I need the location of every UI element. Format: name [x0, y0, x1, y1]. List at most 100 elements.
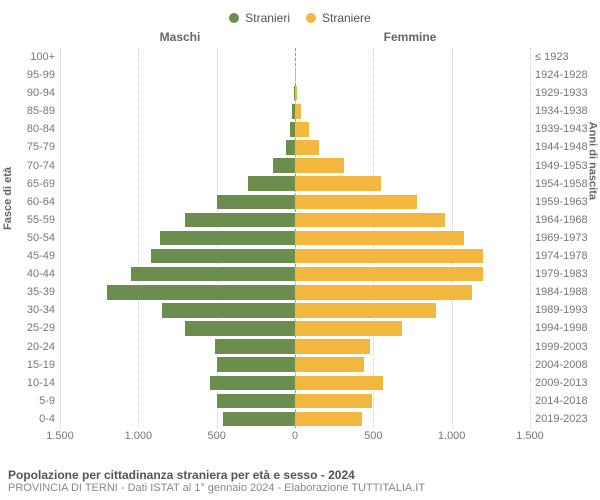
pyramid-row: 55-591964-1968	[60, 211, 530, 229]
pyramid-row: 10-142009-2013	[60, 374, 530, 392]
birth-year-label: 1989-1993	[535, 301, 600, 319]
birth-year-label: 1964-1968	[535, 211, 600, 229]
pyramid-row: 35-391984-1988	[60, 283, 530, 301]
male-bar	[210, 376, 295, 390]
male-bar	[273, 158, 295, 172]
male-bar	[185, 213, 295, 227]
age-label: 85-89	[5, 102, 55, 120]
caption-subtitle: PROVINCIA DI TERNI - Dati ISTAT al 1° ge…	[8, 482, 592, 494]
grid-line	[530, 48, 531, 428]
age-label: 95-99	[5, 66, 55, 84]
male-bar	[217, 394, 295, 408]
male-bar	[217, 195, 295, 209]
pyramid-row: 100+≤ 1923	[60, 48, 530, 66]
age-label: 25-29	[5, 319, 55, 337]
birth-year-label: 1959-1963	[535, 193, 600, 211]
x-tick-label: 1.000	[125, 430, 153, 442]
birth-year-label: 1944-1948	[535, 138, 600, 156]
female-bar	[295, 394, 372, 408]
age-label: 80-84	[5, 120, 55, 138]
birth-year-label: 2014-2018	[535, 392, 600, 410]
pyramid-row: 30-341989-1993	[60, 301, 530, 319]
male-bar	[160, 231, 295, 245]
female-bar	[295, 285, 472, 299]
chart-caption: Popolazione per cittadinanza straniera p…	[8, 468, 592, 494]
age-label: 90-94	[5, 84, 55, 102]
caption-title: Popolazione per cittadinanza straniera p…	[8, 468, 592, 482]
female-bar	[295, 176, 381, 190]
pyramid-row: 90-941929-1933	[60, 84, 530, 102]
female-bar	[295, 104, 301, 118]
pyramid-row: 80-841939-1943	[60, 120, 530, 138]
age-label: 30-34	[5, 301, 55, 319]
legend-item-male: Stranieri	[229, 11, 290, 25]
pyramid-row: 95-991924-1928	[60, 66, 530, 84]
x-axis: 1.5001.00050005001.0001.500	[60, 430, 530, 450]
female-bar	[295, 122, 309, 136]
age-label: 5-9	[5, 392, 55, 410]
female-bar	[295, 140, 319, 154]
birth-year-label: 1929-1933	[535, 84, 600, 102]
age-label: 55-59	[5, 211, 55, 229]
birth-year-label: 1974-1978	[535, 247, 600, 265]
female-bar	[295, 376, 383, 390]
pyramid-row: 70-741949-1953	[60, 157, 530, 175]
pyramid-row: 65-691954-1958	[60, 175, 530, 193]
birth-year-label: 1999-2003	[535, 338, 600, 356]
legend-female-label: Straniere	[322, 11, 371, 25]
female-bar	[295, 339, 370, 353]
female-bar	[295, 231, 464, 245]
x-tick-label: 500	[364, 430, 382, 442]
birth-year-label: 1924-1928	[535, 66, 600, 84]
population-pyramid-chart: Stranieri Straniere Maschi Femmine Fasce…	[0, 0, 600, 500]
age-label: 0-4	[5, 410, 55, 428]
birth-year-label: 1969-1973	[535, 229, 600, 247]
female-bar	[295, 267, 483, 281]
male-swatch-icon	[229, 13, 239, 23]
birth-year-label: 1994-1998	[535, 319, 600, 337]
pyramid-row: 40-441979-1983	[60, 265, 530, 283]
legend: Stranieri Straniere	[0, 0, 600, 30]
birth-year-label: 2004-2008	[535, 356, 600, 374]
female-bar	[295, 412, 362, 426]
male-header: Maschi	[100, 30, 260, 44]
pyramid-row: 75-791944-1948	[60, 138, 530, 156]
female-bar	[295, 303, 436, 317]
female-bar	[295, 321, 402, 335]
female-bar	[295, 158, 344, 172]
birth-year-label: 1984-1988	[535, 283, 600, 301]
birth-year-label: 1949-1953	[535, 157, 600, 175]
legend-item-female: Straniere	[306, 11, 371, 25]
x-tick-label: 1.000	[438, 430, 466, 442]
age-label: 60-64	[5, 193, 55, 211]
column-headers: Maschi Femmine	[0, 30, 600, 48]
birth-year-label: 2019-2023	[535, 410, 600, 428]
female-bar	[295, 195, 417, 209]
pyramid-row: 85-891934-1938	[60, 102, 530, 120]
x-tick-label: 0	[292, 430, 298, 442]
pyramid-row: 5-92014-2018	[60, 392, 530, 410]
male-bar	[217, 357, 295, 371]
female-bar	[295, 86, 297, 100]
birth-year-label: ≤ 1923	[535, 48, 600, 66]
male-bar	[162, 303, 295, 317]
male-bar	[107, 285, 295, 299]
female-bar	[295, 249, 483, 263]
age-label: 50-54	[5, 229, 55, 247]
pyramid-row: 25-291994-1998	[60, 319, 530, 337]
male-bar	[185, 321, 295, 335]
female-bar	[295, 213, 445, 227]
x-tick-label: 1.500	[46, 430, 74, 442]
age-label: 35-39	[5, 283, 55, 301]
male-bar	[215, 339, 295, 353]
pyramid-row: 60-641959-1963	[60, 193, 530, 211]
age-label: 40-44	[5, 265, 55, 283]
age-label: 20-24	[5, 338, 55, 356]
female-swatch-icon	[306, 13, 316, 23]
age-label: 70-74	[5, 157, 55, 175]
bar-rows: 100+≤ 192395-991924-192890-941929-193385…	[60, 48, 530, 428]
age-label: 75-79	[5, 138, 55, 156]
age-label: 65-69	[5, 175, 55, 193]
male-bar	[151, 249, 295, 263]
male-bar	[131, 267, 296, 281]
